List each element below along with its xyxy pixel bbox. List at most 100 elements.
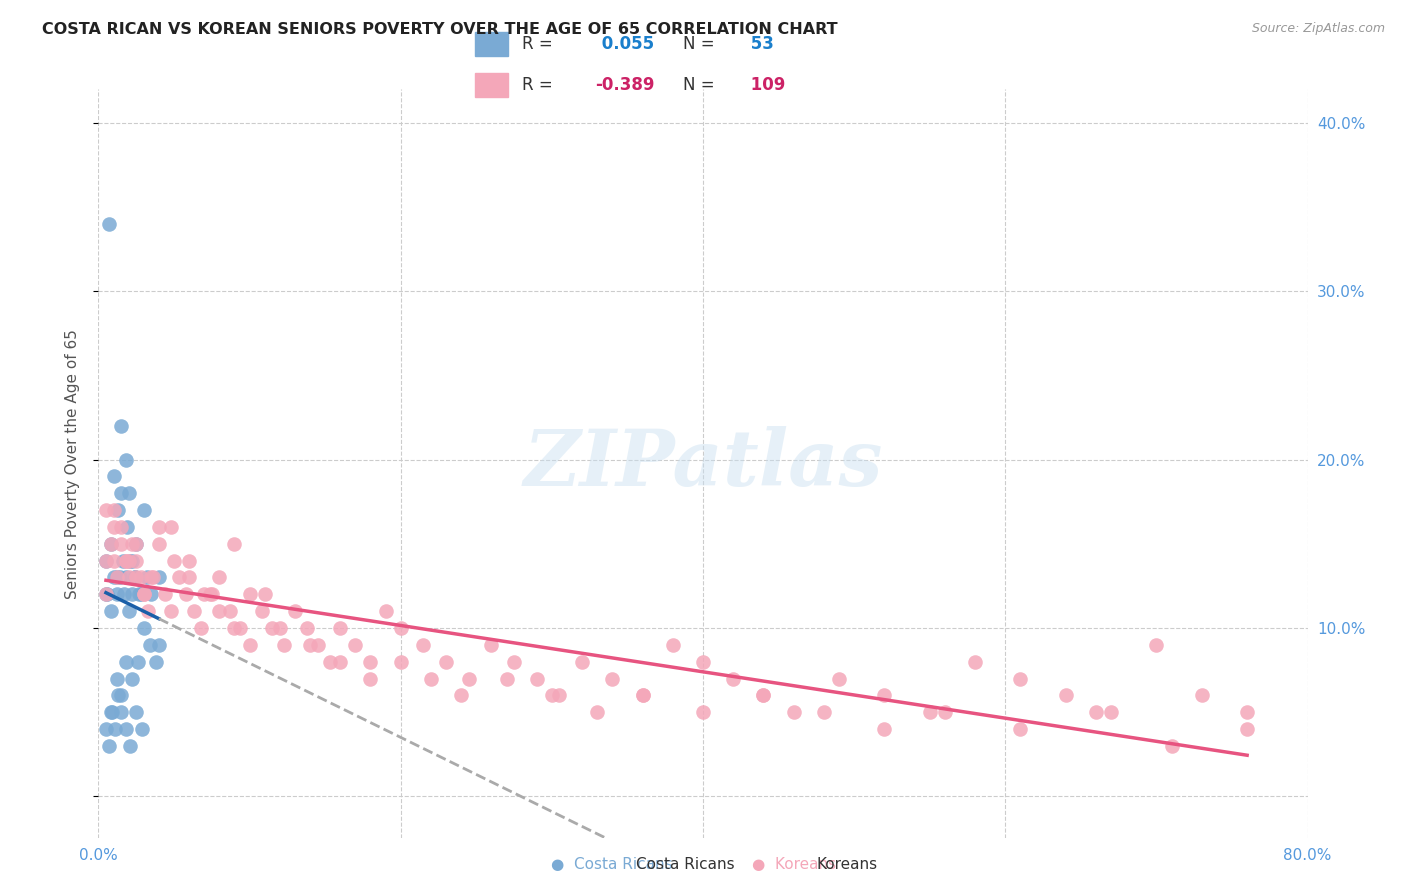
Point: [253, 587, 276, 601]
Point: [526, 672, 548, 686]
Point: [224, 621, 246, 635]
Point: [1236, 722, 1258, 736]
Point: [190, 621, 212, 635]
Point: [103, 469, 125, 483]
Text: Koreans: Koreans: [817, 857, 877, 872]
Bar: [475, 32, 508, 56]
Point: [121, 672, 143, 686]
Point: [114, 655, 136, 669]
Point: [124, 570, 146, 584]
Point: [179, 570, 201, 584]
Point: [389, 621, 412, 635]
Point: [602, 672, 624, 686]
Point: [1144, 638, 1167, 652]
Point: [163, 554, 186, 568]
Point: [1236, 705, 1258, 719]
Point: [103, 570, 125, 584]
Point: [118, 554, 141, 568]
Point: [114, 554, 136, 568]
Point: [141, 587, 163, 601]
Point: [239, 638, 262, 652]
Point: [174, 587, 197, 601]
Point: [262, 621, 284, 635]
Point: [125, 537, 148, 551]
Point: [1054, 689, 1077, 703]
Point: [103, 554, 125, 568]
Point: [141, 570, 163, 584]
Point: [94, 554, 117, 568]
Point: [107, 503, 129, 517]
Point: [121, 537, 143, 551]
Text: R =: R =: [523, 36, 553, 54]
Point: [110, 537, 132, 551]
Text: 0.055: 0.055: [596, 36, 654, 54]
Point: [100, 705, 122, 719]
Point: [1160, 739, 1182, 753]
Point: [329, 621, 352, 635]
Point: [273, 638, 295, 652]
Point: [103, 520, 125, 534]
Point: [586, 705, 609, 719]
Point: [118, 570, 141, 584]
Point: [125, 570, 148, 584]
Point: [269, 621, 291, 635]
Point: [661, 638, 683, 652]
Text: N =: N =: [683, 76, 714, 94]
Point: [329, 655, 352, 669]
Point: [125, 537, 148, 551]
Text: N =: N =: [683, 36, 714, 54]
Point: [374, 604, 396, 618]
Point: [98, 739, 121, 753]
Point: [128, 587, 150, 601]
Y-axis label: Seniors Poverty Over the Age of 65: Seniors Poverty Over the Age of 65: [65, 329, 80, 599]
Point: [965, 655, 987, 669]
Point: [105, 570, 128, 584]
Point: [132, 621, 155, 635]
Point: [503, 655, 526, 669]
Point: [100, 604, 122, 618]
Point: [121, 554, 143, 568]
Text: 53: 53: [745, 36, 775, 54]
Point: [110, 705, 132, 719]
Point: [148, 537, 170, 551]
Point: [110, 520, 132, 534]
Point: [360, 672, 382, 686]
Text: 109: 109: [745, 76, 786, 94]
Point: [118, 486, 141, 500]
Point: [110, 419, 132, 434]
Point: [540, 689, 562, 703]
Point: [125, 705, 148, 719]
Point: [224, 537, 246, 551]
Point: [107, 689, 129, 703]
Point: [1010, 672, 1032, 686]
Point: [111, 554, 134, 568]
Point: [295, 621, 318, 635]
Text: ZIPatlas: ZIPatlas: [523, 425, 883, 502]
Point: [139, 638, 162, 652]
Point: [434, 655, 457, 669]
Point: [692, 705, 714, 719]
Point: [918, 705, 941, 719]
Point: [307, 638, 329, 652]
Point: [148, 570, 170, 584]
Point: [571, 655, 593, 669]
Point: [318, 655, 340, 669]
Point: [208, 604, 231, 618]
Point: [120, 739, 142, 753]
Point: [450, 689, 472, 703]
Point: [120, 554, 142, 568]
Text: ●  Koreans: ● Koreans: [752, 857, 837, 872]
Point: [219, 604, 242, 618]
Point: [110, 689, 132, 703]
Point: [145, 655, 167, 669]
Point: [229, 621, 252, 635]
Text: R =: R =: [523, 76, 553, 94]
Point: [103, 503, 125, 517]
Point: [167, 570, 190, 584]
Point: [100, 537, 122, 551]
Point: [200, 587, 222, 601]
Point: [548, 689, 571, 703]
Point: [114, 452, 136, 467]
Point: [239, 587, 262, 601]
Point: [127, 655, 149, 669]
